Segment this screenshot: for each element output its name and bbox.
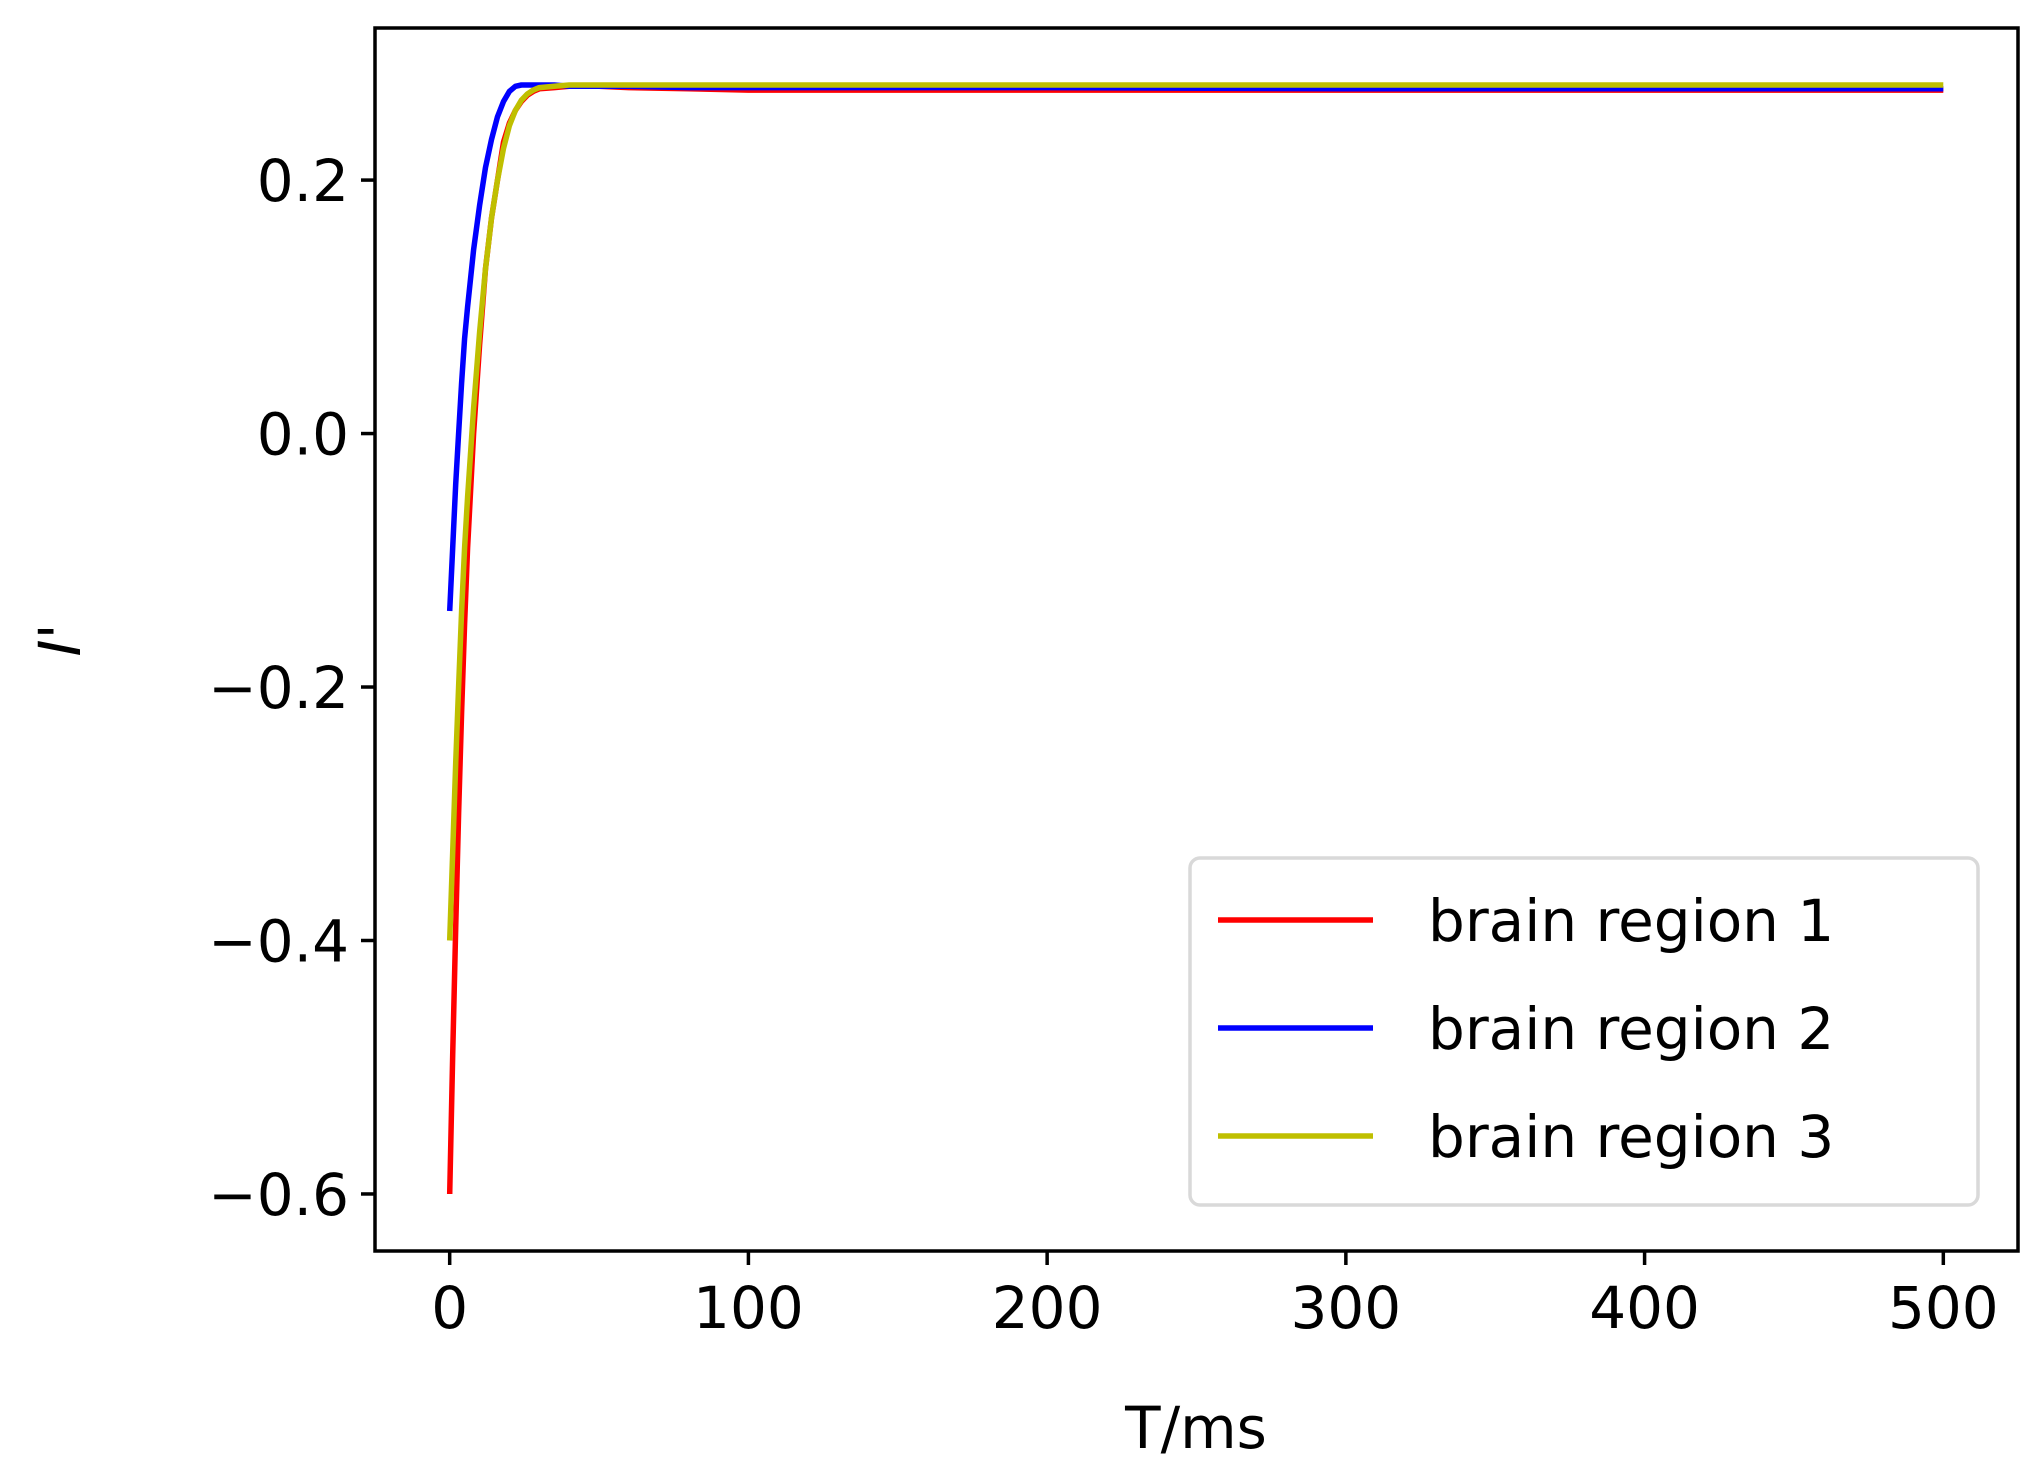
x-tick-label: 200 — [992, 1274, 1103, 1342]
x-tick-label: 300 — [1291, 1274, 1402, 1342]
x-tick-label: 0 — [431, 1274, 468, 1342]
series-layer — [446, 82, 1944, 1195]
x-axis-label: T/ms — [1124, 1394, 1267, 1462]
x-tick-label: 400 — [1589, 1274, 1700, 1342]
y-tick-label: −0.6 — [208, 1161, 349, 1229]
y-tick-label: −0.4 — [208, 907, 349, 975]
plot-frame — [373, 26, 2020, 1253]
y-tick-label: −0.2 — [208, 654, 349, 722]
y-axis-label: I' — [26, 623, 94, 656]
legend: brain region 1 brain region 2 brain regi… — [1188, 856, 1980, 1207]
legend-label-3: brain region 3 — [1428, 1103, 1834, 1171]
x-tick-label: 500 — [1888, 1274, 1999, 1342]
series-line-3 — [446, 82, 1944, 941]
y-tick-label: 0.2 — [257, 147, 349, 215]
y-axis-ticks: −0.6 −0.4 −0.2 0.0 0.2 — [208, 147, 375, 1229]
legend-label-1: brain region 1 — [1428, 887, 1834, 955]
x-tick-label: 100 — [693, 1274, 804, 1342]
x-axis-ticks: 0 100 200 300 400 500 — [431, 1251, 1999, 1342]
legend-box — [1188, 856, 1980, 1207]
legend-label-2: brain region 2 — [1428, 995, 1834, 1063]
y-tick-label: 0.0 — [257, 401, 349, 469]
